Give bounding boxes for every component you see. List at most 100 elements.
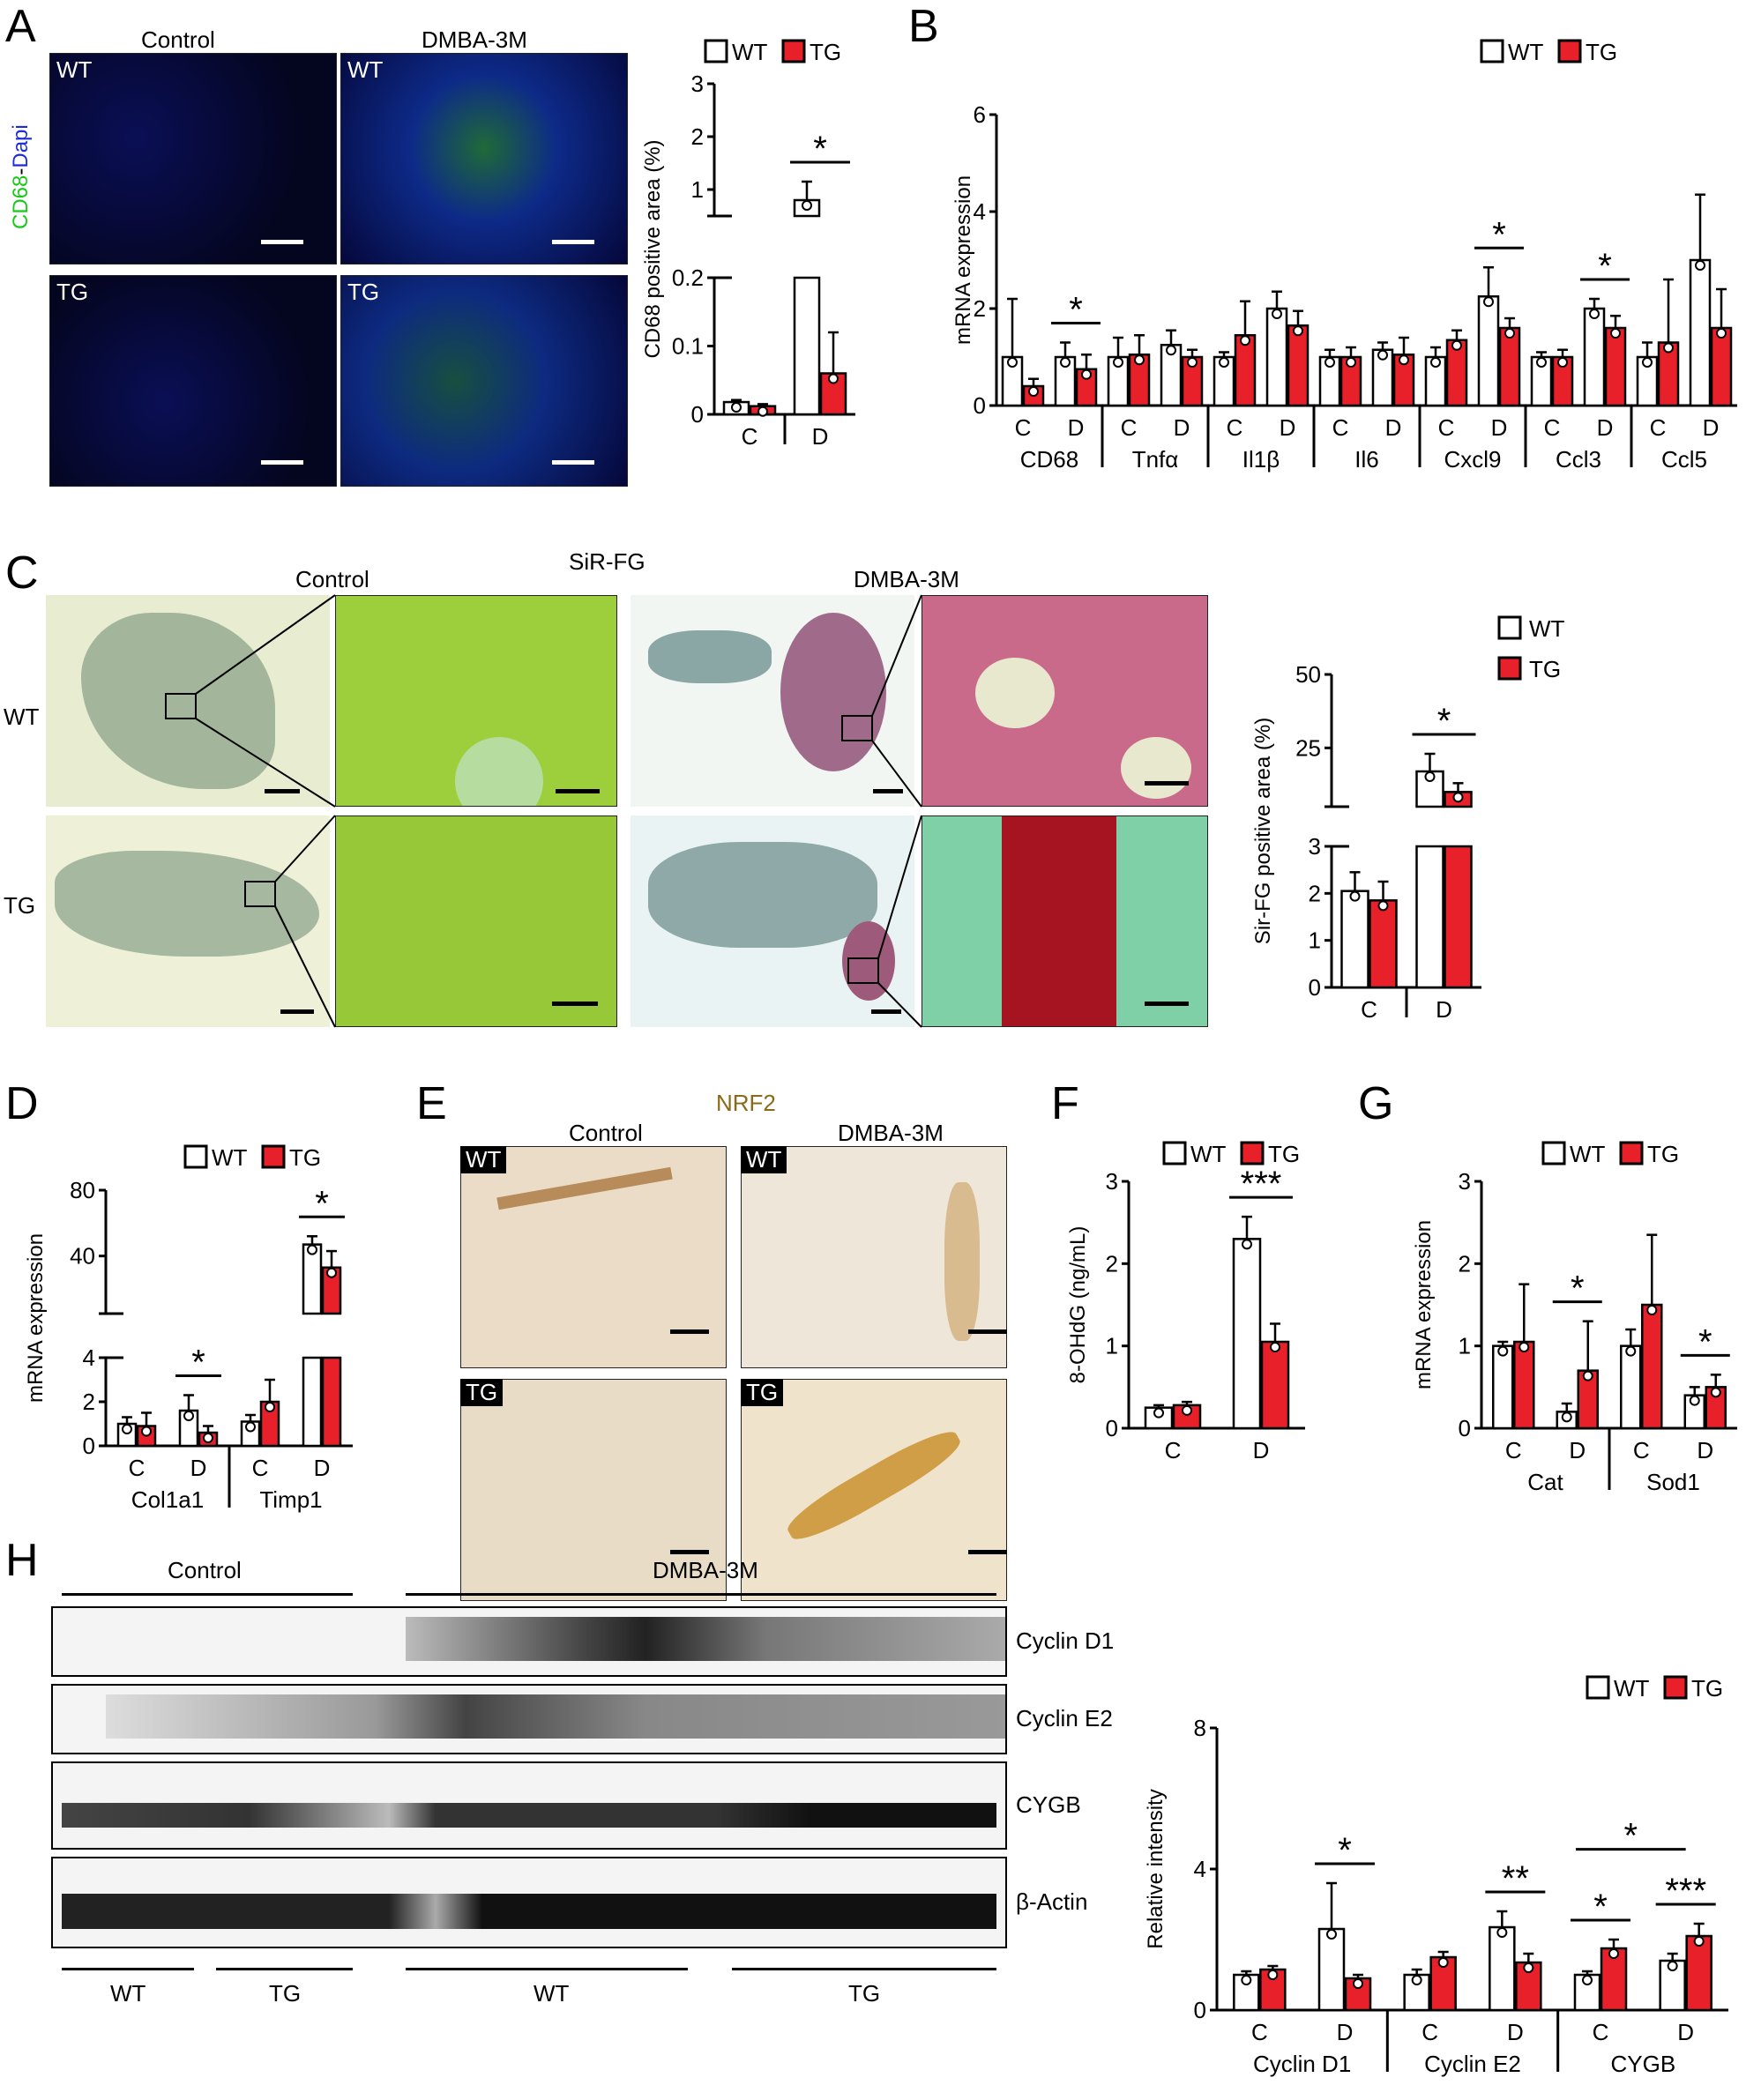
- data-point: [1028, 386, 1039, 397]
- scale-bar: [871, 1009, 901, 1014]
- x-subtick-label: C: [1650, 414, 1667, 441]
- micrograph-a-control-tg: [49, 275, 337, 487]
- data-point: [1240, 335, 1250, 346]
- y-tick-label: 2: [974, 295, 986, 322]
- micrograph-c-dmba-tg-zoom: [922, 815, 1208, 1027]
- legend-label-tg: TG: [1529, 656, 1561, 682]
- micrograph-c-dmba-tg-overview: [631, 815, 914, 1027]
- chart-f-8ohdg: 0 1 2 3 8-OHdG (ng/mL) C D *** WT TG: [1067, 1141, 1305, 1463]
- panel-e-dmba-label: DMBA-3M: [838, 1120, 944, 1146]
- significance-marker: *: [1437, 702, 1451, 741]
- data-point: [1187, 357, 1198, 368]
- legend-swatch-wt: [704, 39, 728, 63]
- x-subtick-label: C: [252, 1455, 269, 1481]
- panel-c-tg-label: TG: [4, 892, 36, 919]
- scale-bar: [968, 1550, 1007, 1554]
- x-group-label: Ccl3: [1556, 446, 1601, 473]
- data-point: [245, 1421, 256, 1433]
- x-subtick-label: D: [1703, 414, 1720, 441]
- panel-letter-g: G: [1358, 1078, 1394, 1129]
- x-subtick-label: C: [1421, 2019, 1438, 2045]
- blot-label-beta-actin: β-Actin: [1016, 1888, 1088, 1915]
- data-point: [1716, 328, 1727, 339]
- y-tick-label: 8: [1194, 1715, 1206, 1741]
- data-point: [1536, 357, 1547, 368]
- significance-marker: *: [1571, 1270, 1585, 1308]
- legend-label-tg: TG: [289, 1144, 321, 1171]
- chart-a-cd68-area: 0 0.1 0.2 1 2 3 CD68 positive area (%) C D * WT TG: [641, 39, 855, 450]
- data-point: [141, 1426, 152, 1437]
- bar-tg: [1685, 1934, 1712, 2012]
- data-point: [1134, 354, 1145, 366]
- x-tick-label: D: [812, 423, 829, 450]
- micrograph-e-control-wt: [460, 1146, 727, 1368]
- scale-bar: [556, 789, 600, 793]
- lane-group-line-tg-control: [216, 1968, 353, 1970]
- x-tick-label: C: [1165, 1437, 1182, 1463]
- y-axis-label: mRNA expression: [952, 175, 975, 345]
- y-tick-label: 1: [691, 176, 704, 203]
- x-subtick-label: C: [129, 1455, 146, 1481]
- data-point: [1353, 1978, 1363, 1989]
- bar-tg: [1513, 1340, 1535, 1430]
- significance-marker: *: [191, 1344, 205, 1382]
- x-subtick-label: D: [1385, 414, 1402, 441]
- data-point: [1483, 296, 1494, 308]
- data-point: [1349, 890, 1361, 902]
- y-axis-label: CD68 positive area (%): [641, 139, 665, 358]
- legend-label-tg: TG: [1691, 1675, 1723, 1702]
- x-tick-label: C: [1361, 996, 1377, 1023]
- y-tick-label: 0: [83, 1433, 95, 1459]
- lane-group-line-tg-dmba: [732, 1968, 996, 1970]
- x-subtick-label: C: [1505, 1437, 1522, 1463]
- data-point: [1582, 1370, 1593, 1381]
- y-tick-label: 4: [83, 1344, 95, 1371]
- y-tick-label: 0: [1459, 1415, 1471, 1441]
- legend-swatch-tg: [781, 39, 806, 63]
- legend-label-tg: TG: [1647, 1141, 1679, 1167]
- scale-bar: [552, 1002, 598, 1006]
- data-point: [1582, 1975, 1593, 1985]
- panel-letter-c: C: [5, 547, 39, 599]
- micrograph-a-control-wt: [49, 53, 337, 264]
- data-point: [1182, 1404, 1192, 1416]
- panel-c-dmba-label: DMBA-3M: [854, 566, 959, 592]
- x-subtick-label: C: [1251, 2019, 1268, 2045]
- y-tick-label: 1: [1309, 927, 1321, 954]
- scale-bar: [670, 1550, 709, 1554]
- panel-a-control-label: Control: [141, 26, 215, 53]
- y-tick-label: 2: [691, 123, 704, 150]
- data-point: [731, 402, 742, 413]
- significance-marker: *: [1593, 1888, 1608, 1926]
- scale-bar: [1145, 781, 1189, 786]
- x-subtick-label: C: [1544, 414, 1561, 441]
- data-point: [326, 1267, 337, 1278]
- y-axis-label: Relative intensity: [1144, 1789, 1168, 1948]
- y-tick-label: 0.1: [672, 333, 704, 360]
- legend-swatch-tg: [1557, 39, 1582, 63]
- legend-swatch-wt: [1541, 1141, 1566, 1165]
- y-tick-label: 6: [974, 101, 986, 128]
- x-group-label: Cxcl9: [1444, 446, 1501, 473]
- x-subtick-label: C: [1015, 414, 1032, 441]
- x-group-label: Ccl5: [1661, 446, 1707, 473]
- bar-wt-lower: [793, 276, 821, 416]
- legend-swatch-wt: [183, 1144, 208, 1169]
- panel-c-control-label: Control: [295, 566, 369, 592]
- data-point: [1267, 1970, 1279, 1980]
- significance-marker: *: [813, 130, 827, 168]
- blot-beta-actin: [51, 1857, 1007, 1948]
- data-point: [307, 1244, 317, 1255]
- x-subtick-label: D: [1068, 414, 1085, 441]
- micrograph-c-dmba-wt-zoom: [922, 595, 1208, 807]
- micrograph-c-dmba-wt-overview: [631, 595, 914, 807]
- legend-label-wt: WT: [1570, 1141, 1606, 1167]
- legend-label-tg: TG: [810, 39, 841, 65]
- tag-a-tg-1: TG: [56, 279, 89, 305]
- micrograph-c-control-tg-zoom: [335, 815, 617, 1027]
- significance-marker: *: [1698, 1322, 1712, 1361]
- data-point: [1625, 1345, 1637, 1357]
- data-point: [1452, 792, 1464, 803]
- data-point: [1113, 357, 1123, 368]
